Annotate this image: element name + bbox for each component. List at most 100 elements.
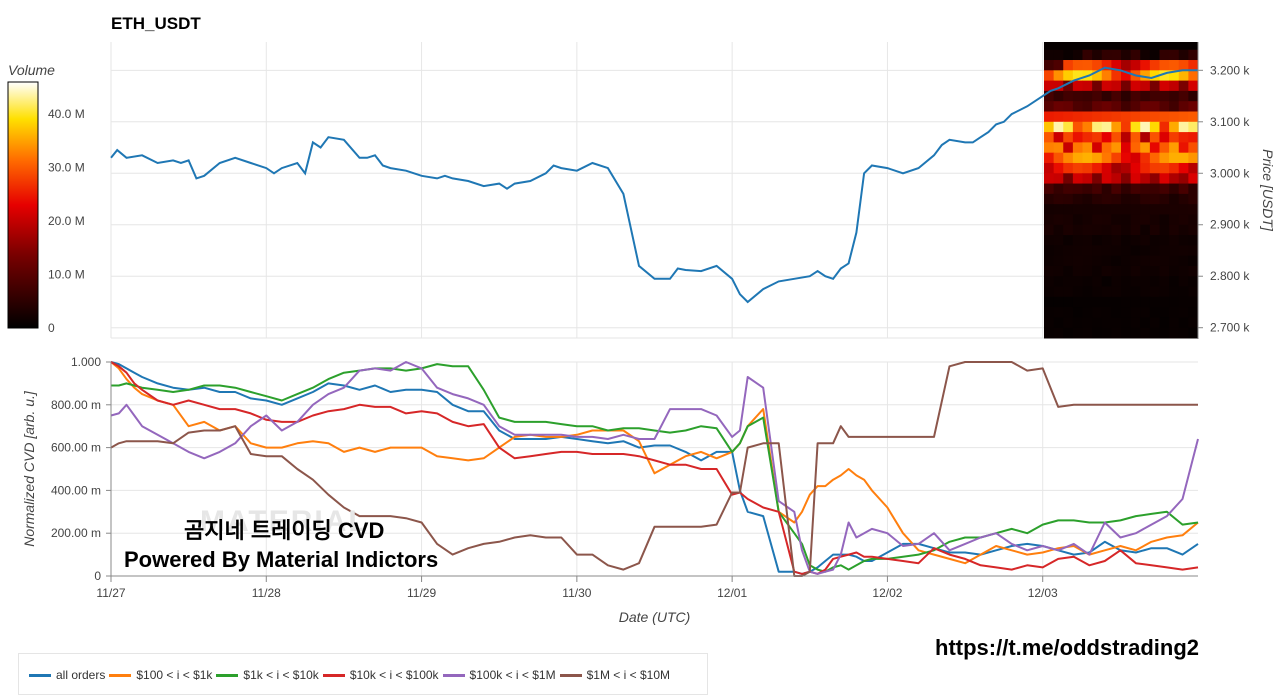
- heatmap-cell: [1082, 49, 1093, 61]
- x-tick-label: 11/28: [252, 586, 281, 600]
- legend-label: $100k < i < $1M: [469, 668, 556, 682]
- legend-item-s10k[interactable]: $10k < i < $100k: [322, 668, 439, 682]
- heatmap-cell: [1159, 183, 1170, 195]
- heatmap-cell: [1072, 162, 1083, 174]
- heatmap-cell: [1053, 90, 1064, 102]
- heatmap-cell: [1092, 214, 1103, 226]
- heatmap-cell: [1149, 49, 1160, 61]
- cvd-tick-label: 800.00 m: [51, 398, 101, 412]
- heatmap-cell: [1072, 90, 1083, 102]
- heatmap-cell: [1169, 255, 1180, 267]
- heatmap-cell: [1111, 142, 1122, 154]
- heatmap-cell: [1044, 296, 1055, 308]
- heatmap-cell: [1169, 276, 1180, 288]
- heatmap-cell: [1111, 70, 1122, 82]
- heatmap-cell: [1188, 224, 1199, 236]
- heatmap-cell: [1111, 265, 1122, 277]
- heatmap-cell: [1121, 307, 1132, 318]
- watermark-line2: Powered By Material Indictors: [124, 547, 439, 572]
- heatmap-cell: [1140, 204, 1151, 215]
- heatmap-cell: [1092, 121, 1103, 133]
- heatmap-cell: [1111, 307, 1122, 318]
- heatmap-cell: [1111, 173, 1122, 185]
- heatmap-cell: [1072, 80, 1083, 92]
- heatmap-cell: [1111, 162, 1122, 174]
- legend-item-all[interactable]: all orders: [29, 668, 105, 682]
- heatmap-cell: [1169, 245, 1180, 257]
- heatmap-cell: [1169, 235, 1180, 246]
- heatmap-cell: [1130, 265, 1141, 277]
- heatmap-cell: [1121, 255, 1132, 267]
- heatmap-cell: [1101, 152, 1112, 164]
- heatmap-cell: [1140, 286, 1151, 298]
- heatmap-cell: [1130, 132, 1141, 143]
- heatmap-cell: [1063, 296, 1074, 308]
- heatmap-cell: [1178, 224, 1189, 236]
- heatmap-cell: [1044, 193, 1055, 205]
- heatmap-cell: [1082, 255, 1093, 267]
- heatmap-cell: [1072, 173, 1083, 185]
- heatmap-cell: [1063, 121, 1074, 133]
- heatmap-cell: [1092, 307, 1103, 318]
- heatmap-cell: [1169, 101, 1180, 112]
- heatmap-cell: [1092, 296, 1103, 308]
- heatmap-cell: [1130, 193, 1141, 205]
- heatmap-cell: [1149, 173, 1160, 185]
- heatmap-cell: [1188, 80, 1199, 92]
- telegram-url[interactable]: https://t.me/oddstrading2: [935, 635, 1199, 660]
- heatmap-cell: [1130, 276, 1141, 288]
- heatmap-cell: [1101, 162, 1112, 174]
- heatmap-cell: [1140, 214, 1151, 226]
- heatmap-cell: [1044, 255, 1055, 267]
- heatmap-cell: [1178, 80, 1189, 92]
- heatmap-cell: [1082, 296, 1093, 308]
- heatmap-cell: [1159, 173, 1170, 185]
- heatmap-cell: [1053, 183, 1064, 195]
- heatmap-cell: [1101, 193, 1112, 205]
- heatmap-cell: [1121, 121, 1132, 133]
- heatmap-cell: [1063, 70, 1074, 82]
- heatmap-cell: [1121, 49, 1132, 61]
- heatmap-cell: [1082, 162, 1093, 174]
- heatmap-cell: [1130, 111, 1141, 123]
- heatmap-cell: [1092, 286, 1103, 298]
- legend-item-s1M[interactable]: $1M < i < $10M: [559, 668, 670, 682]
- heatmap-cell: [1159, 204, 1170, 215]
- legend-item-s1k[interactable]: $1k < i < $10k: [216, 668, 319, 682]
- heatmap-cell: [1101, 60, 1112, 71]
- heatmap-cell: [1140, 296, 1151, 308]
- legend-item-s100[interactable]: $100 < i < $1k: [109, 668, 212, 682]
- heatmap-cell: [1159, 224, 1170, 236]
- heatmap-cell: [1130, 60, 1141, 71]
- heatmap-cell: [1121, 70, 1132, 82]
- heatmap-cell: [1149, 204, 1160, 215]
- heatmap-cell: [1082, 235, 1093, 246]
- heatmap-cell: [1053, 286, 1064, 298]
- heatmap-cell: [1130, 183, 1141, 195]
- legend-item-s100k[interactable]: $100k < i < $1M: [442, 668, 556, 682]
- heatmap-cell: [1082, 193, 1093, 205]
- heatmap-cell: [1053, 317, 1064, 329]
- heatmap-cell: [1149, 235, 1160, 246]
- heatmap-cell: [1072, 265, 1083, 277]
- heatmap-cell: [1063, 152, 1074, 164]
- price-grid: [110, 42, 1198, 339]
- heatmap-cell: [1063, 101, 1074, 112]
- heatmap-cell: [1082, 276, 1093, 288]
- heatmap-cell: [1178, 307, 1189, 318]
- heatmap-cell: [1082, 142, 1093, 154]
- heatmap-cell: [1044, 214, 1055, 226]
- heatmap-cell: [1159, 70, 1170, 82]
- heatmap-cell: [1169, 132, 1180, 143]
- heatmap-cell: [1111, 60, 1122, 71]
- heatmap-cell: [1149, 60, 1160, 71]
- heatmap-cell: [1072, 121, 1083, 133]
- heatmap-cell: [1111, 245, 1122, 257]
- heatmap-cell: [1149, 327, 1160, 339]
- heatmap-cell: [1092, 245, 1103, 257]
- heatmap-cell: [1082, 132, 1093, 143]
- legend-label: $1k < i < $10k: [243, 668, 319, 682]
- heatmap-cell: [1053, 173, 1064, 185]
- heatmap-cell: [1149, 317, 1160, 329]
- heatmap-cell: [1101, 245, 1112, 257]
